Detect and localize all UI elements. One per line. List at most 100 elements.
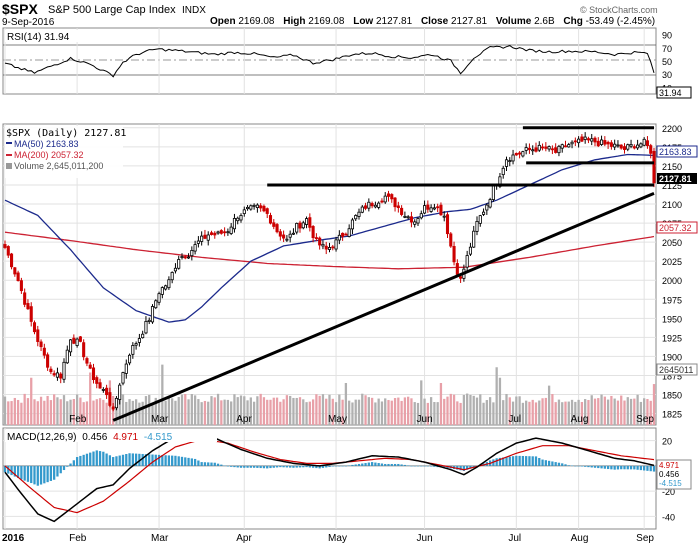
macd-hist-bar <box>272 465 275 468</box>
volume-bar <box>646 398 649 425</box>
macd-hist-bar <box>393 463 397 466</box>
volume-bar <box>433 402 436 425</box>
volume-bar <box>534 402 538 425</box>
volume-bar <box>30 377 33 425</box>
macd-hist-bar <box>580 465 584 467</box>
x-axis-labels: 2016 Feb Mar Apr May Jun Jul Aug Sep Feb Mar Apr May… <box>2 414 654 544</box>
candle-body <box>147 319 151 322</box>
volume-bar <box>587 399 590 425</box>
macd-value-signal: 4.971 <box>659 461 680 470</box>
candle-body <box>285 238 289 241</box>
volume-bar <box>508 397 511 425</box>
price-tick-label: 2125 <box>662 181 682 191</box>
volume-bar <box>613 398 616 425</box>
volume-bar <box>236 397 239 425</box>
candle-body <box>137 338 141 343</box>
macd-hist-bar <box>59 465 62 474</box>
candle-body <box>288 233 292 238</box>
volume-bar <box>377 398 380 425</box>
candle-body <box>554 147 558 153</box>
candle-body <box>101 388 105 391</box>
volume-bar <box>580 401 584 425</box>
candlesticks <box>3 132 656 412</box>
candle-body <box>357 211 361 217</box>
volume-bar <box>521 402 525 425</box>
macd-hist-bar <box>652 465 656 472</box>
candle-body <box>573 140 577 143</box>
candle-body <box>173 267 177 272</box>
price-tick-label: 2025 <box>662 257 682 267</box>
volume-bar <box>43 400 46 425</box>
volume-bar <box>207 401 210 425</box>
volume-bar <box>246 400 249 425</box>
candle-body <box>141 333 145 339</box>
macd-hist-bar <box>72 460 75 466</box>
candle-body <box>114 397 118 409</box>
candle-body <box>485 204 489 211</box>
price-tick-label: 1850 <box>662 391 682 401</box>
volume-bar <box>456 401 459 425</box>
volume-bar <box>570 399 574 425</box>
volume-bar <box>230 401 233 425</box>
price-legend: $SPX (Daily) 2127.81 MA(50) 2163.83 MA(2… <box>5 126 126 178</box>
candle-body <box>629 144 633 147</box>
price-date-label: Sep <box>636 414 654 425</box>
macd-hist-bar <box>39 465 43 485</box>
macd-hist-bar <box>397 463 400 466</box>
volume-bar <box>547 385 551 425</box>
rsi-tick-label: 70 <box>662 44 672 54</box>
rsi-tick-label: 90 <box>662 31 672 41</box>
macd-hist-bar <box>269 465 272 469</box>
candle-body <box>518 152 522 155</box>
macd-hist-bar <box>295 465 298 468</box>
candle-body <box>586 138 590 141</box>
macd-hist-bar <box>282 465 285 468</box>
candle-body <box>429 207 433 212</box>
candle-body <box>636 144 640 149</box>
ma50-value: 2163.83 <box>659 147 692 157</box>
volume-bar <box>551 394 554 425</box>
candle-body <box>390 194 394 200</box>
x-axis-label: Mar <box>151 533 169 544</box>
candle-body <box>416 218 420 224</box>
candle-body <box>49 368 53 373</box>
volume-bar <box>436 402 439 425</box>
candle-body <box>301 222 305 229</box>
volume-bar <box>498 377 502 425</box>
candle-body <box>649 145 653 154</box>
candle-body <box>455 263 459 275</box>
candle-body <box>626 144 630 150</box>
price-date-label: May <box>328 414 347 425</box>
candle-body <box>134 343 138 346</box>
candle-body <box>209 232 214 235</box>
volume-bar <box>574 401 577 425</box>
rsi-panel: 9070503010 RSI(14) 31.94 31.94 <box>2 27 692 99</box>
macd-hist-bar <box>161 455 164 466</box>
volume-bar <box>380 401 384 425</box>
candle-body <box>13 267 17 275</box>
macd-hist-bar <box>125 454 128 466</box>
volume-bar <box>39 396 43 425</box>
macd-hist-bar <box>210 462 213 466</box>
volume-bar <box>518 396 521 425</box>
candle-body <box>121 372 125 384</box>
candle-body <box>590 138 594 142</box>
candle-body <box>65 349 69 364</box>
macd-hist-bar <box>226 465 230 467</box>
price-date-label: Jun <box>417 414 433 425</box>
macd-hist-bar <box>311 465 315 468</box>
candle-body <box>606 141 610 145</box>
candle-body <box>19 280 23 292</box>
ma200-value-box <box>656 221 698 234</box>
volume-bar <box>502 400 505 425</box>
candle-body <box>82 342 86 358</box>
candle-body <box>616 144 620 147</box>
volume-bar <box>567 401 570 425</box>
macd-hist-bar <box>203 462 207 466</box>
volume-bar <box>282 399 285 425</box>
volume-bar <box>266 399 269 425</box>
candle-body <box>167 279 171 289</box>
candle-body <box>354 215 358 220</box>
candle-body <box>596 140 600 147</box>
candle-body <box>265 208 269 214</box>
